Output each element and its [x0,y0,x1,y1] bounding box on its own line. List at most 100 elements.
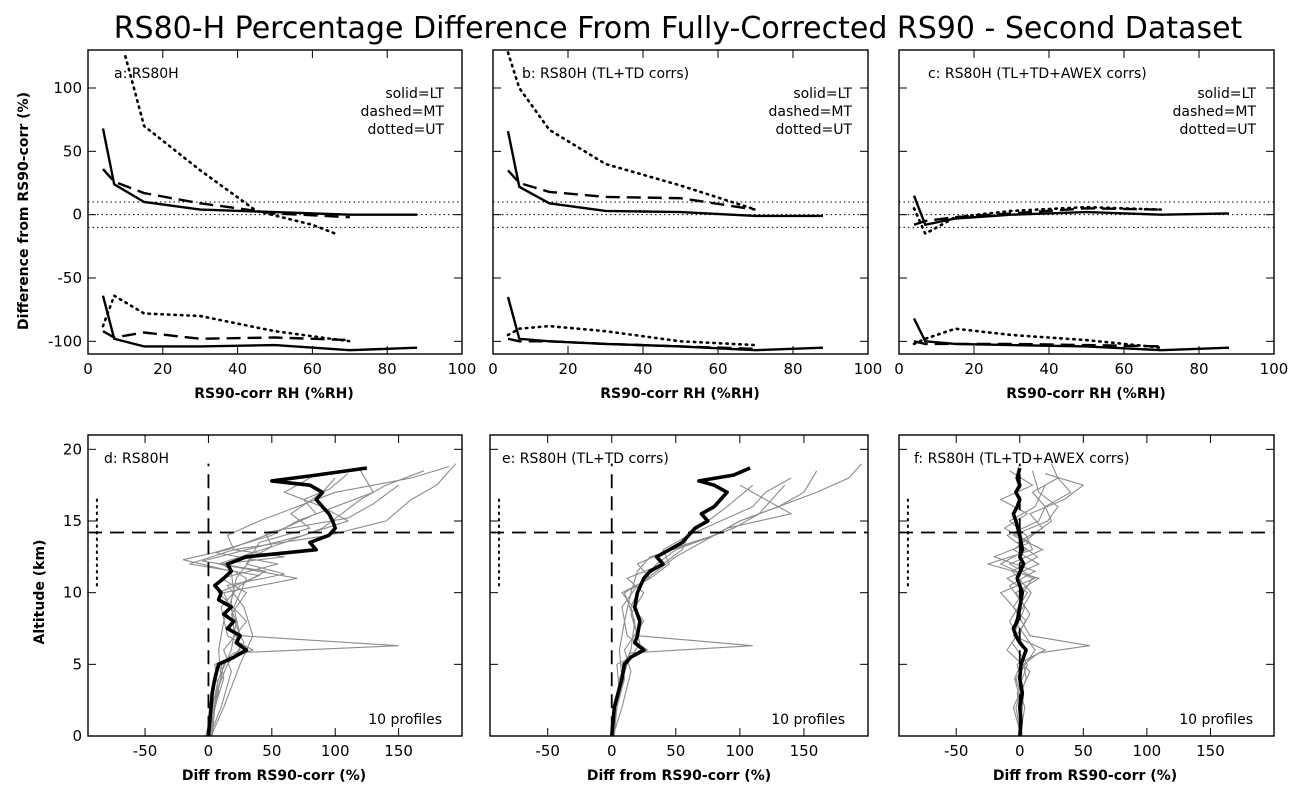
panel-c-x-tick-label-4: 80 [1189,360,1208,378]
panel-b-x-tick-label-0: 0 [488,360,498,378]
panel-e-x-tick-label-3: 100 [726,742,755,760]
panel-d-x-tick-label-4: 150 [384,742,413,760]
panel-c-series-mt-1 [913,207,1162,226]
panel-e-profile-line-0 [612,463,863,737]
panel-c-series-lt-0 [912,195,1230,227]
panel-b-legend-lt: solid=LT [793,86,852,102]
panel-e-x-tick-label-1: 0 [607,742,617,760]
panel-d-chart: d: RS80H 10 profiles Diff from RS90-corr… [63,434,463,784]
panel-a-x-tick-label-5: 100 [448,360,477,378]
panel-d-y-tick-label-1: 5 [72,655,82,673]
panel-e-label: e: RS80H (TL+TD corrs) [502,451,669,467]
panel-b-chart: b: RS80H (TL+TD corrs) solid=LT dashed=M… [488,49,883,402]
panel-e-profile-line-2 [611,484,793,737]
panel-d-annotation: 10 profiles [368,712,442,728]
panel-c-x-tick-label-3: 60 [1114,360,1133,378]
panel-d-profile-line-6 [210,477,336,737]
panel-f-profile-line-2 [992,470,1047,737]
panel-d-y-tick-label-0: 0 [72,727,82,745]
panel-d-x-tick-label-1: 0 [204,742,214,760]
panel-b-x-tick-label-5: 100 [854,360,883,378]
panel-a-y-tick-label-0: -100 [48,332,82,350]
panel-f-profile-line-3 [999,470,1059,737]
top-row-y-axis-title: Difference from RS90-corr (%) [16,92,32,330]
panel-a-series-lt-3 [101,295,418,352]
panel-f-label: f: RS80H (TL+TD+AWEX corrs) [914,451,1129,467]
panel-c-x-tick-label-5: 100 [1260,360,1289,378]
panel-d-mean-profile-line [206,466,368,737]
panel-c-series-ut-2 [912,205,1163,236]
panel-a-legend-mt: dashed=MT [361,104,445,120]
panel-b-x-tick-label-3: 60 [708,360,727,378]
panel-c-legend-ut: dotted=UT [1180,122,1257,138]
panel-e-mean-profile-line [609,466,751,737]
panel-d-x-tick-label-3: 100 [321,742,350,760]
panel-a-x-axis-title: RS90-corr RH (%RH) [194,386,353,402]
panel-a-series-mt-4 [102,330,350,342]
panel-f-frame [898,434,1275,737]
panel-f-chart: f: RS80H (TL+TD+AWEX corrs) 10 profiles … [898,434,1275,784]
panel-e-profile-line-1 [609,477,792,737]
panel-d-label: d: RS80H [104,451,169,467]
panel-b-x-tick-label-4: 80 [783,360,802,378]
panel-c-frame [898,49,1275,355]
panel-f-profile-line-0 [999,463,1090,737]
panel-b-legend-ut: dotted=UT [776,122,853,138]
panel-f-x-tick-label-2: 50 [1074,742,1093,760]
panel-a-y-tick-label-2: 0 [72,206,82,224]
main-title: RS80-H Percentage Difference From Fully-… [114,11,1243,46]
panel-e-x-tick-label-0: -50 [535,742,560,760]
panel-c-label: c: RS80H (TL+TD+AWEX corrs) [928,66,1147,82]
panel-d-x-tick-label-2: 50 [262,742,281,760]
panel-d-y-tick-label-2: 10 [63,584,82,602]
panel-b-series-mt-1 [507,169,756,211]
panel-a-series-mt-1 [102,168,350,219]
panel-a-y-tick-label-4: 100 [53,79,82,97]
panel-e-x-axis-title: Diff from RS90-corr (%) [587,768,771,784]
panel-a-series-ut-2 [124,55,340,237]
panel-a-label: a: RS80H [114,66,179,82]
panel-b-x-tick-label-1: 20 [558,360,577,378]
panel-d-x-axis-title: Diff from RS90-corr (%) [182,768,366,784]
panel-d-profile-line-5 [182,473,349,737]
panel-c-series-mt-4 [913,340,1162,348]
panel-b-label: b: RS80H (TL+TD corrs) [522,66,689,82]
panel-a-frame [87,49,463,355]
panel-f-annotation: 10 profiles [1179,712,1253,728]
panel-b-series-ut-5 [506,324,757,347]
panel-c-x-tick-label-0: 0 [894,360,904,378]
panel-f-mean-profile-line [1011,467,1028,737]
panel-a-series-ut-5 [101,293,352,343]
panel-c-legend-mt: dashed=MT [1173,104,1257,120]
panel-f-x-tick-label-0: -50 [944,742,969,760]
panel-a-y-tick-label-3: 50 [63,142,82,160]
panel-b-x-tick-label-2: 40 [633,360,652,378]
panel-f-x-axis-title: Diff from RS90-corr (%) [993,768,1177,784]
panel-d-x-tick-label-0: -50 [133,742,158,760]
panel-b-series-mt-4 [507,337,756,351]
panel-e-x-tick-label-4: 150 [790,742,819,760]
panel-c-legend-lt: solid=LT [1197,86,1256,102]
panel-d-frame [87,434,463,737]
panel-a-series-lt-0 [101,128,418,216]
panel-e-annotation: 10 profiles [771,712,845,728]
panel-e-x-tick-label-2: 50 [666,742,685,760]
bottom-row-y-axis-title: Altitude (km) [32,540,48,645]
panel-e-chart: e: RS80H (TL+TD corrs) 10 profiles Diff … [489,434,869,784]
panel-f-x-tick-label-4: 150 [1196,742,1225,760]
panel-d-y-tick-label-4: 20 [63,440,82,458]
panel-a-chart: a: RS80H solid=LT dashed=MT dotted=UT RS… [48,49,477,402]
panel-e-frame [489,434,869,737]
panel-a-x-tick-label-4: 80 [378,360,397,378]
panel-b-x-axis-title: RS90-corr RH (%RH) [600,386,759,402]
panel-a-legend-lt: solid=LT [385,86,444,102]
panel-a-x-tick-label-1: 20 [153,360,172,378]
panel-c-x-tick-label-2: 40 [1039,360,1058,378]
panel-a-legend-ut: dotted=UT [368,122,445,138]
panel-a-x-tick-label-0: 0 [83,360,93,378]
panel-f-x-tick-label-3: 100 [1133,742,1162,760]
panel-b-legend-mt: dashed=MT [769,104,853,120]
panel-b-series-lt-0 [506,130,823,218]
panel-c-chart: c: RS80H (TL+TD+AWEX corrs) solid=LT das… [894,49,1289,402]
